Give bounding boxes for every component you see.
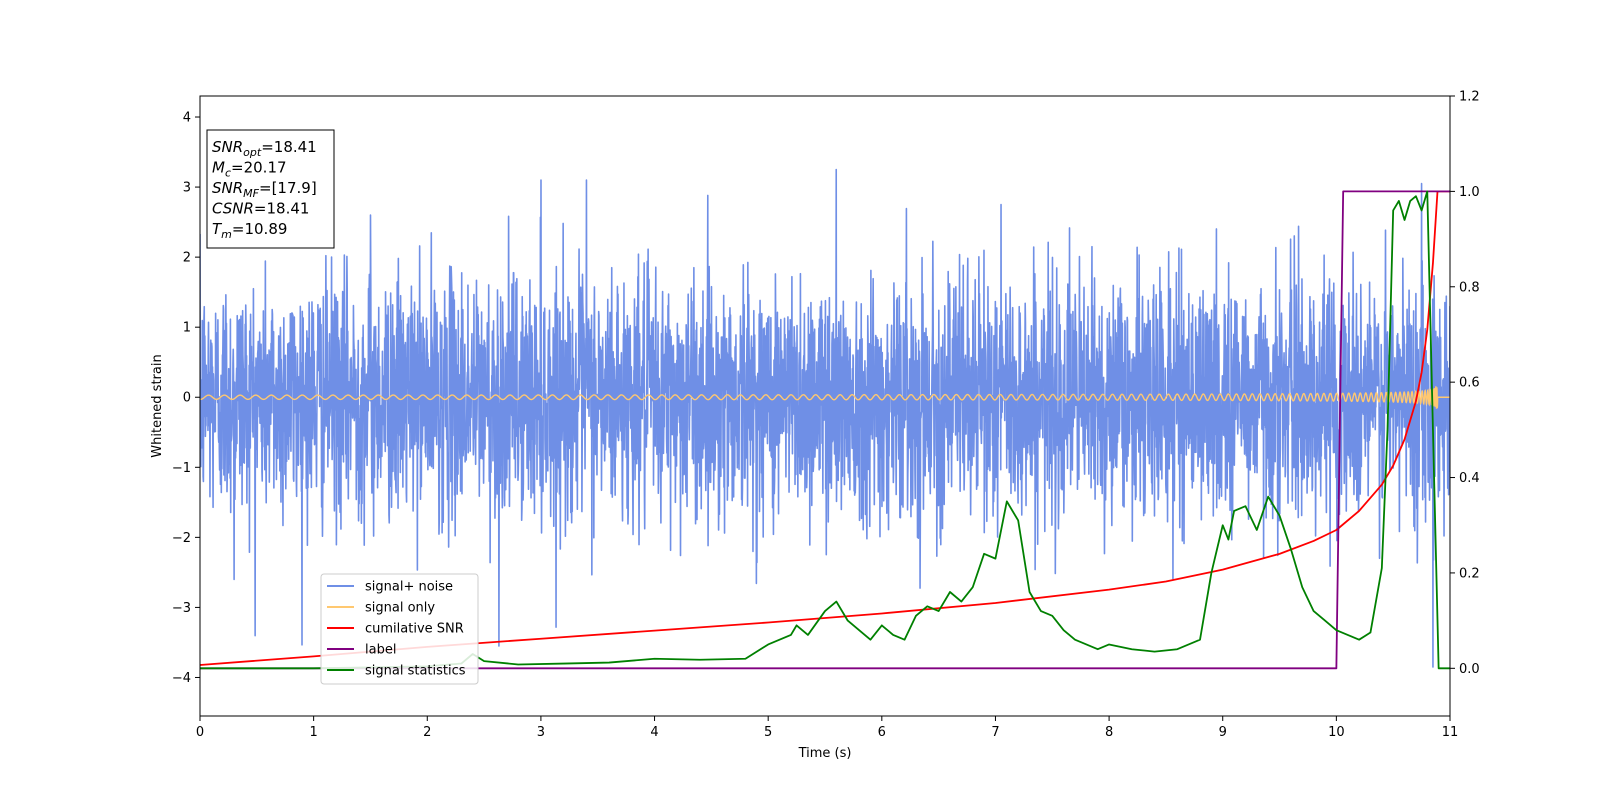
y2-tick-label: 0.0 xyxy=(1459,662,1480,677)
x-tick-label: 0 xyxy=(196,725,204,740)
y-tick-label: 4 xyxy=(183,111,191,126)
y-tick-label: 0 xyxy=(183,391,191,406)
y2-tick-label: 0.4 xyxy=(1459,471,1480,486)
legend: signal+ noise signal only cumilative SNR la… xyxy=(320,573,479,685)
y2-tick-label: 1.0 xyxy=(1459,185,1480,200)
y-tick-label: 1 xyxy=(183,321,191,336)
y-axis-label: Whitened strain xyxy=(150,354,165,457)
y-tick-label: −4 xyxy=(172,671,191,686)
annotation-frame xyxy=(206,129,335,249)
x-tick-label: 3 xyxy=(537,725,545,740)
y-tick-label: −1 xyxy=(172,461,191,476)
legend-entry: signal statistics xyxy=(365,664,466,679)
legend-frame xyxy=(320,573,479,685)
annotation-line: CSNR=18.41 xyxy=(212,200,309,218)
x-tick-label: 5 xyxy=(764,725,772,740)
x-tick-label: 4 xyxy=(650,725,658,740)
y-tick-label: −2 xyxy=(172,531,191,546)
x-tick-label: 11 xyxy=(1442,725,1459,740)
y-tick-label: 3 xyxy=(183,181,191,196)
y2-tick-label: 0.6 xyxy=(1459,376,1480,391)
y2-tick-label: 0.8 xyxy=(1459,280,1480,295)
series-signal-noise xyxy=(200,168,1450,668)
series-cumulative-snr xyxy=(200,190,1450,666)
annotation-line: Tm=10.89 xyxy=(212,220,287,241)
x-tick-label: 2 xyxy=(423,725,431,740)
x-axis-label: Time (s) xyxy=(798,746,852,761)
x-tick-label: 1 xyxy=(309,725,317,740)
legend-entry: label xyxy=(365,643,396,658)
x-tick-label: 6 xyxy=(878,725,886,740)
plot-frame xyxy=(199,95,1451,717)
x-tick-label: 7 xyxy=(991,725,999,740)
x-axis: 0 1 2 3 4 5 6 7 8 9 10 11 xyxy=(196,716,1458,740)
y2-tick-label: 1.2 xyxy=(1459,90,1480,105)
x-tick-label: 10 xyxy=(1328,725,1345,740)
annotation-line: SNRopt=18.41 xyxy=(212,138,317,159)
y-tick-label: 2 xyxy=(183,251,191,266)
annotation-line: Mc=20.17 xyxy=(212,159,287,180)
legend-entry: signal only xyxy=(365,601,435,616)
y-tick-label: −3 xyxy=(172,601,191,616)
annotation-line: SNRMF=[17.9] xyxy=(212,179,317,200)
series-signal-statistics xyxy=(200,190,1450,670)
legend-entry: cumilative SNR xyxy=(365,622,464,637)
annotation-box: SNRopt=18.41Mc=20.17SNRMF=[17.9]CSNR=18.… xyxy=(206,129,335,249)
x-tick-label: 8 xyxy=(1105,725,1113,740)
series-layer xyxy=(200,168,1450,670)
y2-tick-label: 0.2 xyxy=(1459,566,1480,581)
series-label xyxy=(200,190,1450,670)
legend-entry: signal+ noise xyxy=(365,580,453,595)
y-axis-left: −4 −3 −2 −1 0 1 2 3 4 xyxy=(172,111,200,686)
y-axis-right: 0.0 0.2 0.4 0.6 0.8 1.0 1.2 xyxy=(1450,90,1480,677)
series-signal-only xyxy=(200,386,1450,409)
x-tick-label: 9 xyxy=(1219,725,1227,740)
